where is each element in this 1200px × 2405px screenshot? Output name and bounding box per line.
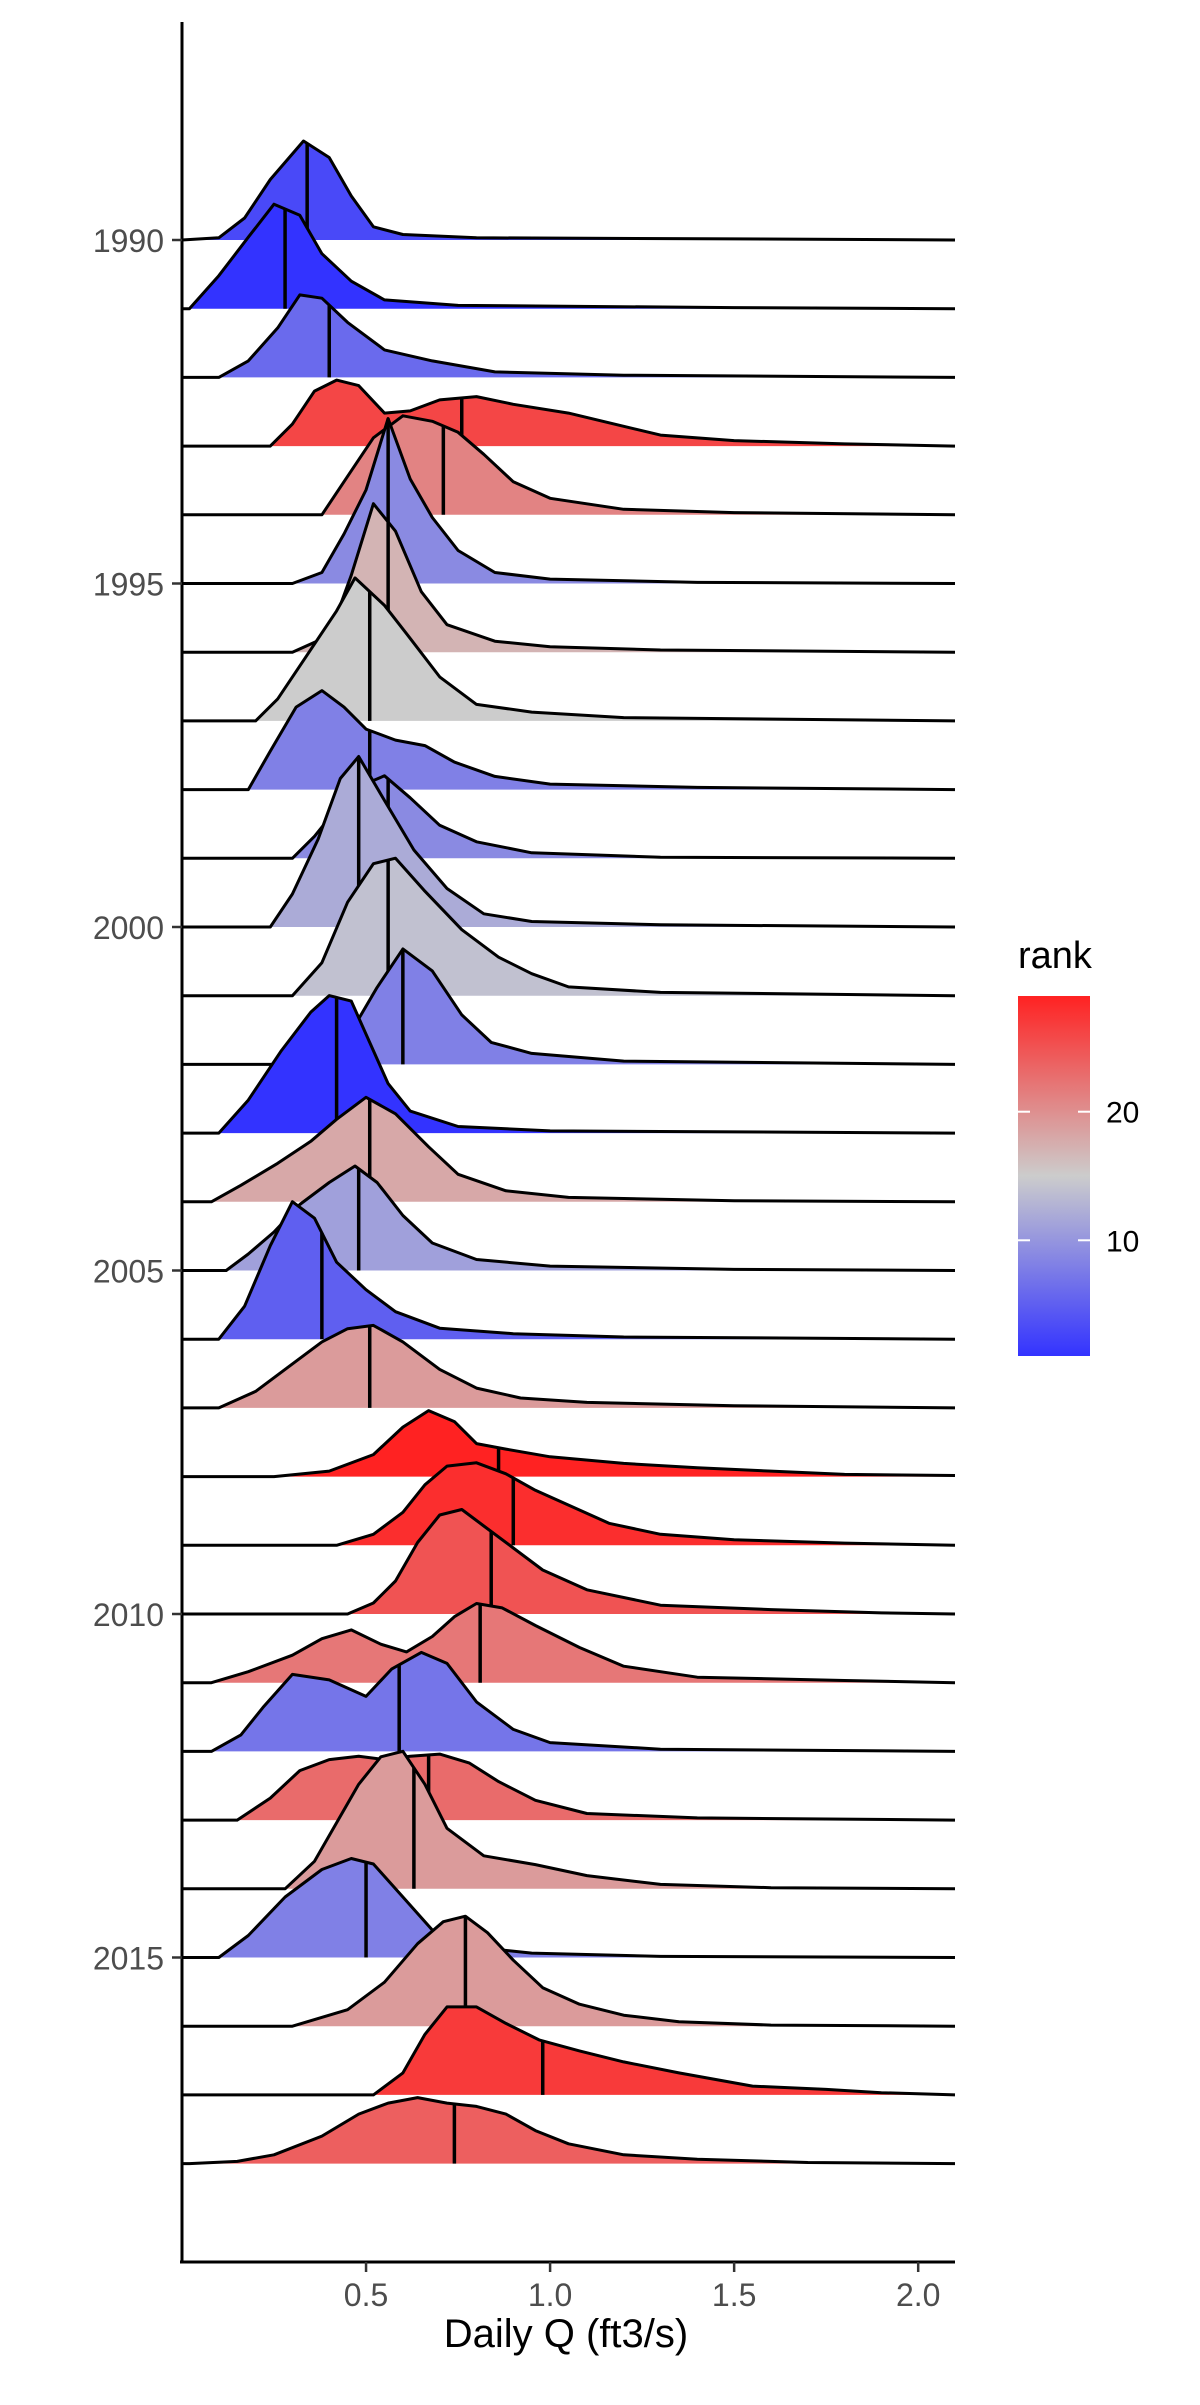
ridge-outline-1992	[182, 293, 956, 379]
ridge-outline-1993	[182, 378, 956, 448]
ridge-outline-2018	[182, 2096, 956, 2166]
ridge-fill-1999	[292, 775, 955, 859]
ridge-fill-1998	[248, 690, 956, 790]
ridge-2012	[182, 1650, 956, 1753]
x-tick-label-3: 2.0	[896, 2277, 940, 2313]
ridge-1992	[182, 293, 956, 379]
ridge-outline-2001	[182, 856, 956, 998]
ridge-outline-2015	[182, 1857, 956, 1959]
legend: rank 10 20	[1018, 935, 1139, 1356]
ridge-fill-2006	[218, 1201, 956, 1340]
ridge-outline-1997	[182, 576, 956, 723]
ridge-outline-1996	[182, 502, 956, 654]
ridge-outline-1994	[182, 414, 956, 517]
ridge-outline-2009	[182, 1461, 956, 1547]
ridge-outline-2008	[182, 1409, 956, 1479]
ridge-outline-2016	[182, 1914, 956, 2028]
ridge-fill-2002	[329, 948, 955, 1065]
ridge-outline-2000	[182, 755, 956, 929]
ridge-fill-2014	[285, 1751, 956, 1889]
ridge-1997	[182, 576, 956, 723]
ridge-outline-1995	[182, 417, 956, 585]
ridge-outline-2012	[182, 1650, 956, 1753]
ridge-2011	[182, 1602, 956, 1685]
legend-tick-label-1: 20	[1106, 1097, 1139, 1130]
ridge-outline-2010	[182, 1508, 956, 1616]
ridge-2009	[182, 1461, 956, 1547]
ridge-1998	[182, 689, 956, 792]
y-tick-label-3: 2005	[93, 1254, 164, 1290]
ridge-outline-2004	[182, 1095, 956, 1204]
ridge-fill-1993	[270, 380, 955, 447]
x-ticks: 0.5 1.0 1.5 2.0	[344, 2262, 940, 2313]
ridge-fill-2016	[292, 1916, 955, 2027]
ridge-fill-2003	[218, 995, 956, 1134]
ridge-fill-2018	[189, 2097, 955, 2164]
ridge-outline-1990	[181, 139, 956, 242]
ridge-2018	[182, 2096, 956, 2166]
ridge-fill-2000	[270, 756, 955, 927]
ridge-1996	[182, 502, 956, 654]
ridge-2015	[182, 1857, 956, 1959]
x-axis-label: Daily Q (ft3/s)	[444, 2312, 688, 2356]
ridge-outline-1999	[182, 774, 956, 860]
axes-layer: 0.5 1.0 1.5 2.0 1990 1995 2000 2005 2010 2015 Da…	[93, 22, 955, 2356]
ridge-fill-2015	[218, 1858, 956, 1958]
ridge-fill-2004	[211, 1097, 955, 1202]
ridge-fill-2007	[218, 1325, 956, 1408]
ridge-2014	[182, 1749, 956, 1891]
ridge-1993	[182, 378, 956, 448]
ridge-2007	[182, 1323, 956, 1410]
ridge-fill-2010	[347, 1509, 956, 1614]
legend-tick-label-0: 10	[1106, 1225, 1139, 1258]
y-ticks: 1990 1995 2000 2005 2010 2015	[93, 223, 182, 1977]
ridge-fill-2001	[292, 858, 955, 996]
y-tick-label-2: 2000	[93, 910, 164, 946]
ridge-fill-2017	[373, 2006, 955, 2095]
ridge-fill-2009	[336, 1462, 956, 1546]
ridge-2017	[182, 2005, 956, 2097]
ridge-outline-2011	[182, 1602, 956, 1685]
x-tick-label-1: 1.0	[528, 2277, 572, 2313]
x-tick-label-2: 1.5	[712, 2277, 756, 2313]
ridge-fill-2005	[226, 1166, 955, 1271]
ridge-2005	[182, 1164, 956, 1272]
ridge-2003	[182, 994, 956, 1135]
y-tick-label-0: 1990	[93, 223, 164, 259]
ridge-1991	[182, 202, 956, 311]
ridge-outline-1998	[182, 689, 956, 792]
legend-ticks: 10 20	[1018, 1097, 1139, 1258]
ridge-fill-2008	[274, 1410, 955, 1477]
ridge-2008	[182, 1409, 956, 1479]
ridge-outline-2013	[182, 1752, 956, 1822]
legend-title: rank	[1018, 935, 1093, 977]
y-tick-label-5: 2015	[93, 1941, 164, 1977]
ridge-outline-2003	[182, 994, 956, 1135]
ridge-2006	[182, 1200, 956, 1341]
ridge-2013	[182, 1752, 956, 1822]
ridge-outline-2017	[182, 2005, 956, 2097]
ridge-fill-2012	[211, 1652, 955, 1752]
ridge-fill-1994	[321, 415, 955, 515]
ridge-1994	[182, 414, 956, 517]
ridge-fill-1997	[255, 577, 956, 721]
y-tick-label-4: 2010	[93, 1597, 164, 1633]
ridge-outline-2014	[182, 1749, 956, 1891]
ridge-fill-1992	[218, 294, 956, 378]
y-tick-label-1: 1995	[93, 567, 164, 603]
ridges-layer	[181, 139, 956, 2166]
ridge-2010	[182, 1508, 956, 1616]
x-tick-label-0: 0.5	[344, 2277, 388, 2313]
legend-colorbar	[1018, 996, 1090, 1356]
ridge-outline-2006	[182, 1200, 956, 1341]
ridge-outline-2005	[182, 1164, 956, 1272]
ridge-outline-1991	[182, 202, 956, 311]
ridge-outline-2007	[182, 1323, 956, 1410]
ridge-fill-2011	[211, 1603, 955, 1683]
